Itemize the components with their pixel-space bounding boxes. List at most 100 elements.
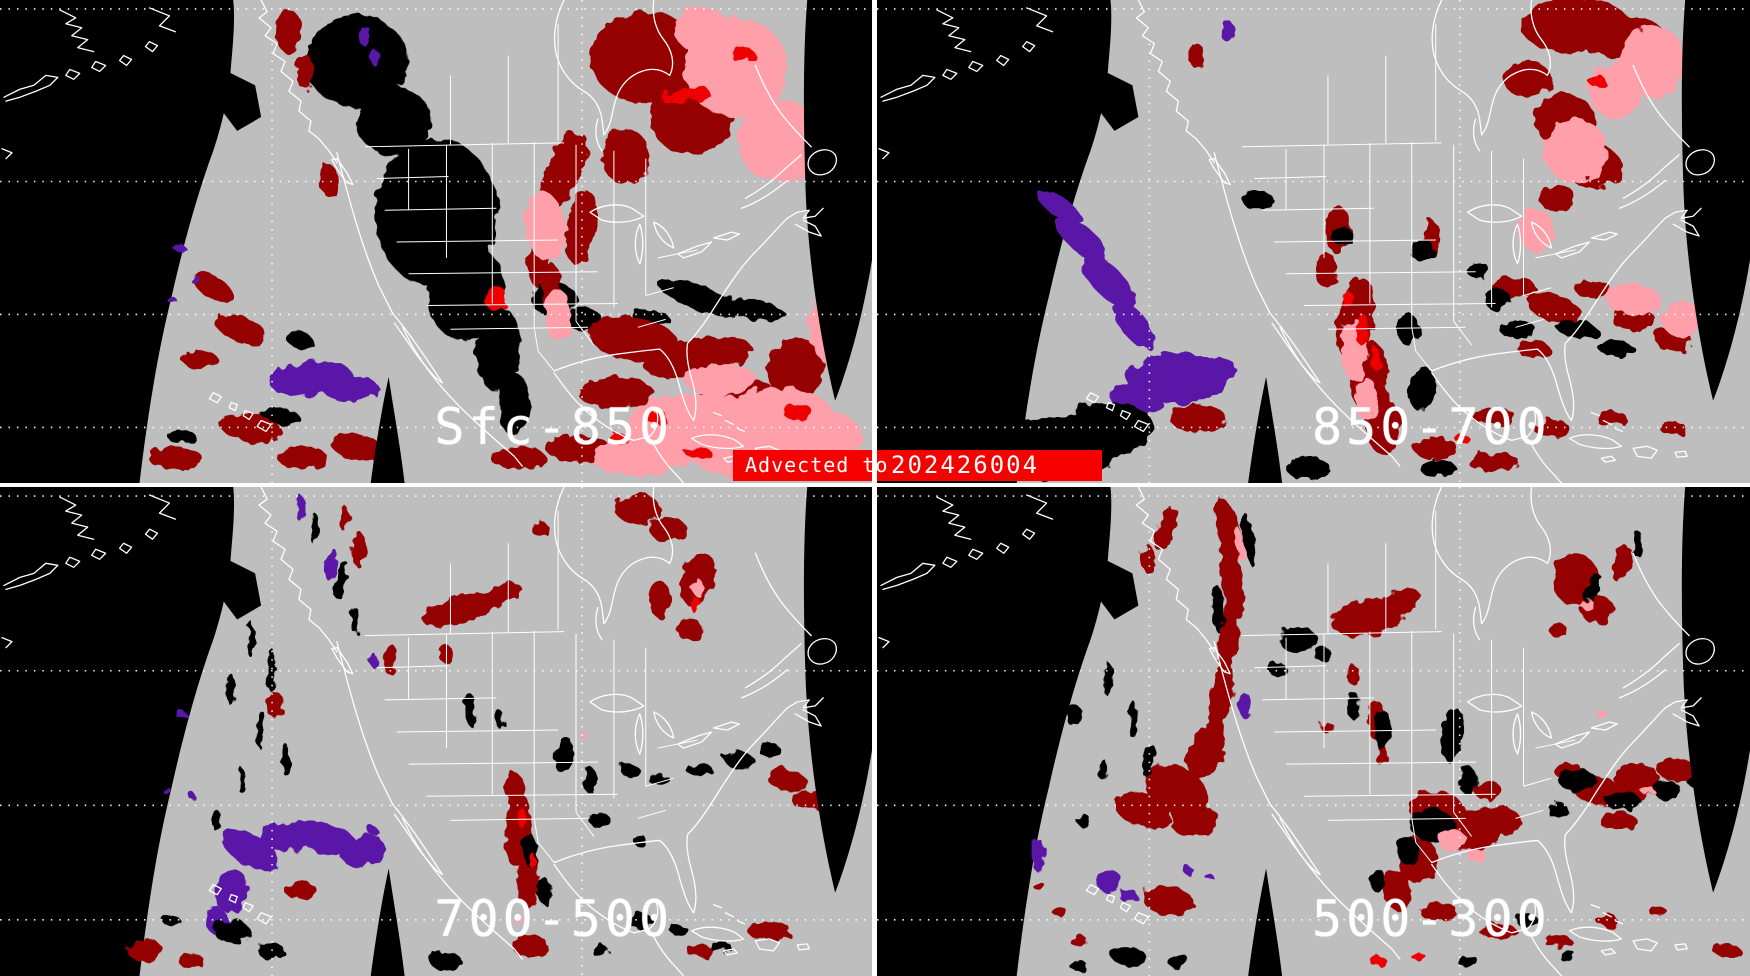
moisture-blob-data_black — [257, 709, 266, 751]
moisture-blob-purple — [1056, 217, 1109, 263]
moisture-blob-dark_red — [1471, 407, 1516, 426]
moisture-blob-data_black — [1458, 766, 1477, 795]
moisture-blob-dark_red — [490, 447, 547, 470]
moisture-blob-dark_red — [1142, 885, 1195, 917]
moisture-blob-dark_red — [1209, 657, 1234, 733]
moisture-blob-dark_red — [1503, 61, 1552, 98]
moisture-blob-data_black — [1167, 953, 1190, 968]
moisture-blob-pink — [673, 7, 730, 52]
moisture-blob-data_black — [355, 87, 432, 155]
moisture-blob-pink — [1606, 283, 1661, 316]
moisture-blob-data_black — [465, 693, 476, 726]
moisture-blob-data_black — [1346, 690, 1359, 719]
moisture-blob-purple — [1095, 869, 1122, 892]
moisture-blob-data_black — [648, 775, 671, 786]
moisture-blob-dark_red — [127, 939, 164, 962]
moisture-blob-purple — [222, 829, 280, 872]
moisture-blob-red — [484, 284, 507, 311]
moisture-blob-data_black — [1456, 955, 1479, 966]
moisture-blob-dark_red — [1473, 781, 1502, 800]
moisture-blob-dark_red — [295, 53, 314, 90]
moisture-blob-data_black — [498, 372, 531, 437]
moisture-blob-dark_red — [1611, 547, 1633, 582]
moisture-blob-data_black — [670, 925, 689, 936]
moisture-blob-data_black — [1111, 946, 1146, 965]
moisture-blob-dark_red — [1533, 419, 1570, 438]
moisture-blob-red — [1454, 433, 1469, 444]
moisture-blob-dark_red — [601, 128, 650, 185]
moisture-blob-red — [1342, 290, 1353, 309]
moisture-blob-dark_red — [1539, 184, 1576, 213]
moisture-blob-data_black — [620, 763, 639, 778]
moisture-blob-red — [1370, 348, 1381, 370]
advected-timestamp: 202426004 — [891, 451, 1040, 479]
moisture-blob-data_black — [1396, 313, 1419, 346]
moisture-blob-pink — [1234, 525, 1245, 564]
moisture-blob-dark_red — [1713, 944, 1742, 957]
basemap-svg — [0, 487, 872, 976]
moisture-blob-data_black — [1599, 342, 1636, 357]
moisture-blob-data_black — [1269, 662, 1288, 677]
moisture-blob-data_black — [1499, 320, 1536, 339]
moisture-blob-data_black — [708, 940, 731, 951]
moisture-blob-data_black — [1558, 769, 1597, 792]
moisture-blob-dark_red — [1543, 934, 1572, 947]
basemap-svg — [0, 0, 872, 483]
moisture-blob-red — [644, 409, 667, 424]
moisture-blob-dark_red — [747, 921, 792, 940]
moisture-blob-data_black — [1099, 759, 1108, 782]
moisture-blob-dark_red — [1186, 719, 1227, 781]
moisture-blob-pink — [545, 289, 572, 342]
moisture-blob-red — [730, 46, 755, 63]
moisture-blob-purple — [322, 375, 379, 402]
moisture-blob-data_black — [588, 813, 611, 828]
moisture-blob-data_black — [1419, 459, 1456, 478]
map-panel-sfc-850: Sfc-850 — [0, 0, 872, 483]
moisture-blob-dark_red — [1051, 905, 1066, 916]
moisture-blob-dark_red — [339, 506, 350, 533]
moisture-blob-data_black — [1313, 647, 1332, 662]
moisture-blob-data_black — [334, 559, 347, 600]
moisture-blob-red — [1588, 76, 1607, 87]
moisture-blob-data_black — [720, 297, 787, 322]
moisture-blob-pink — [1588, 64, 1643, 119]
moisture-blob-data_black — [1484, 288, 1511, 311]
moisture-blob-data_black — [429, 951, 462, 970]
moisture-blob-dark_red — [1141, 545, 1156, 574]
moisture-blob-purple — [173, 243, 186, 252]
moisture-blob-data_black — [1546, 803, 1569, 818]
moisture-blob-dark_red — [1375, 744, 1388, 767]
map-panel-500-300: 500-300 — [877, 487, 1750, 976]
moisture-blob-dark_red — [1032, 881, 1045, 890]
moisture-blob-dark_red — [219, 413, 283, 444]
moisture-blob-data_black — [1368, 869, 1387, 892]
moisture-blob-pink — [1517, 208, 1554, 252]
moisture-blob-pink — [1543, 119, 1608, 183]
advected-to-label: Advected to — [745, 453, 889, 477]
moisture-blob-data_black — [626, 913, 653, 928]
moisture-blob-red — [529, 852, 536, 869]
moisture-blob-dark_red — [1376, 588, 1420, 617]
moisture-blob-dark_red — [181, 350, 218, 368]
moisture-blob-dark_red — [1658, 759, 1697, 782]
moisture-blob-data_black — [1069, 960, 1088, 971]
moisture-blob-data_black — [284, 328, 314, 350]
horizontal-panel-separator — [0, 483, 1750, 487]
moisture-blob-data_black — [1077, 813, 1090, 828]
moisture-blob-data_black — [1330, 227, 1353, 245]
vertical-panel-separator — [872, 0, 877, 976]
moisture-blob-dark_red — [1365, 398, 1402, 455]
moisture-blob-data_black — [227, 673, 236, 706]
moisture-blob-dark_red — [1219, 537, 1245, 622]
moisture-blob-dark_red — [1189, 42, 1204, 69]
moisture-blob-dark_red — [615, 493, 660, 526]
moisture-blob-purple — [187, 792, 196, 799]
moisture-blob-dark_red — [193, 273, 234, 303]
moisture-blob-pink — [1596, 710, 1609, 719]
moisture-blob-dark_red — [1467, 453, 1520, 472]
moisture-blob-dark_red — [148, 447, 203, 470]
moisture-blob-data_black — [1279, 626, 1317, 653]
moisture-blob-data_black — [304, 15, 409, 108]
moisture-blob-dark_red — [1648, 905, 1667, 916]
